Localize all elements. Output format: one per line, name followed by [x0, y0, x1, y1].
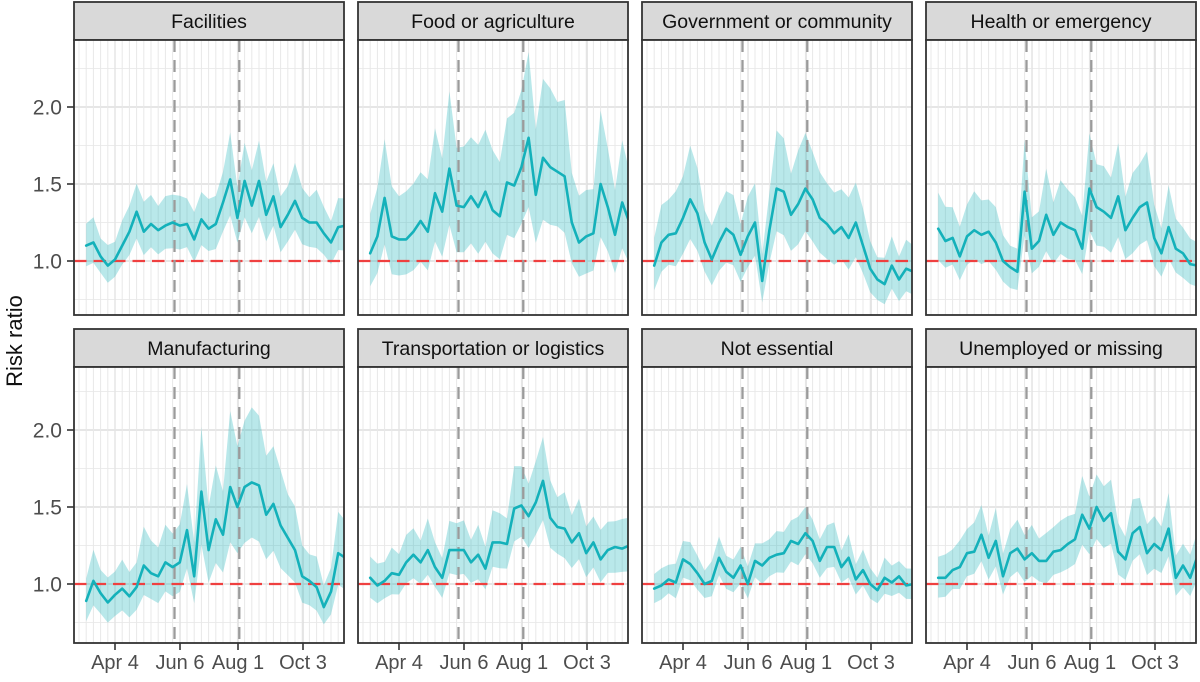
svg-text:Oct 3: Oct 3 — [279, 652, 327, 674]
svg-text:2.0: 2.0 — [33, 420, 62, 443]
svg-text:Facilities: Facilities — [171, 11, 247, 33]
svg-text:1.5: 1.5 — [33, 497, 62, 520]
svg-text:Jun 6: Jun 6 — [724, 652, 773, 674]
svg-text:Risk ratio: Risk ratio — [2, 295, 27, 387]
svg-text:Not essential: Not essential — [721, 338, 834, 360]
svg-text:Health or emergency: Health or emergency — [970, 11, 1151, 33]
svg-text:Oct 3: Oct 3 — [563, 652, 611, 674]
svg-text:Oct 3: Oct 3 — [1131, 652, 1179, 674]
svg-text:Jun 6: Jun 6 — [440, 652, 489, 674]
svg-text:Unemployed or missing: Unemployed or missing — [959, 338, 1163, 360]
svg-text:Apr 4: Apr 4 — [943, 652, 991, 674]
svg-text:Food or agriculture: Food or agriculture — [411, 11, 575, 33]
svg-text:Jun 6: Jun 6 — [1008, 652, 1057, 674]
svg-text:Jun 6: Jun 6 — [156, 652, 205, 674]
svg-text:1.0: 1.0 — [33, 574, 62, 597]
svg-text:Oct 3: Oct 3 — [847, 652, 895, 674]
svg-text:Aug 1: Aug 1 — [1064, 652, 1116, 674]
svg-text:Aug 1: Aug 1 — [780, 652, 832, 674]
svg-text:Apr 4: Apr 4 — [91, 652, 139, 674]
svg-text:Transportation or logistics: Transportation or logistics — [382, 338, 605, 360]
svg-text:Apr 4: Apr 4 — [375, 652, 423, 674]
svg-text:Apr 4: Apr 4 — [659, 652, 707, 674]
svg-text:Aug 1: Aug 1 — [496, 652, 548, 674]
svg-text:1.0: 1.0 — [33, 251, 62, 274]
svg-text:Aug 1: Aug 1 — [212, 652, 264, 674]
svg-text:Manufacturing: Manufacturing — [147, 338, 271, 360]
svg-text:1.5: 1.5 — [33, 174, 62, 197]
svg-text:Government or community: Government or community — [662, 11, 892, 33]
svg-text:2.0: 2.0 — [33, 97, 62, 120]
